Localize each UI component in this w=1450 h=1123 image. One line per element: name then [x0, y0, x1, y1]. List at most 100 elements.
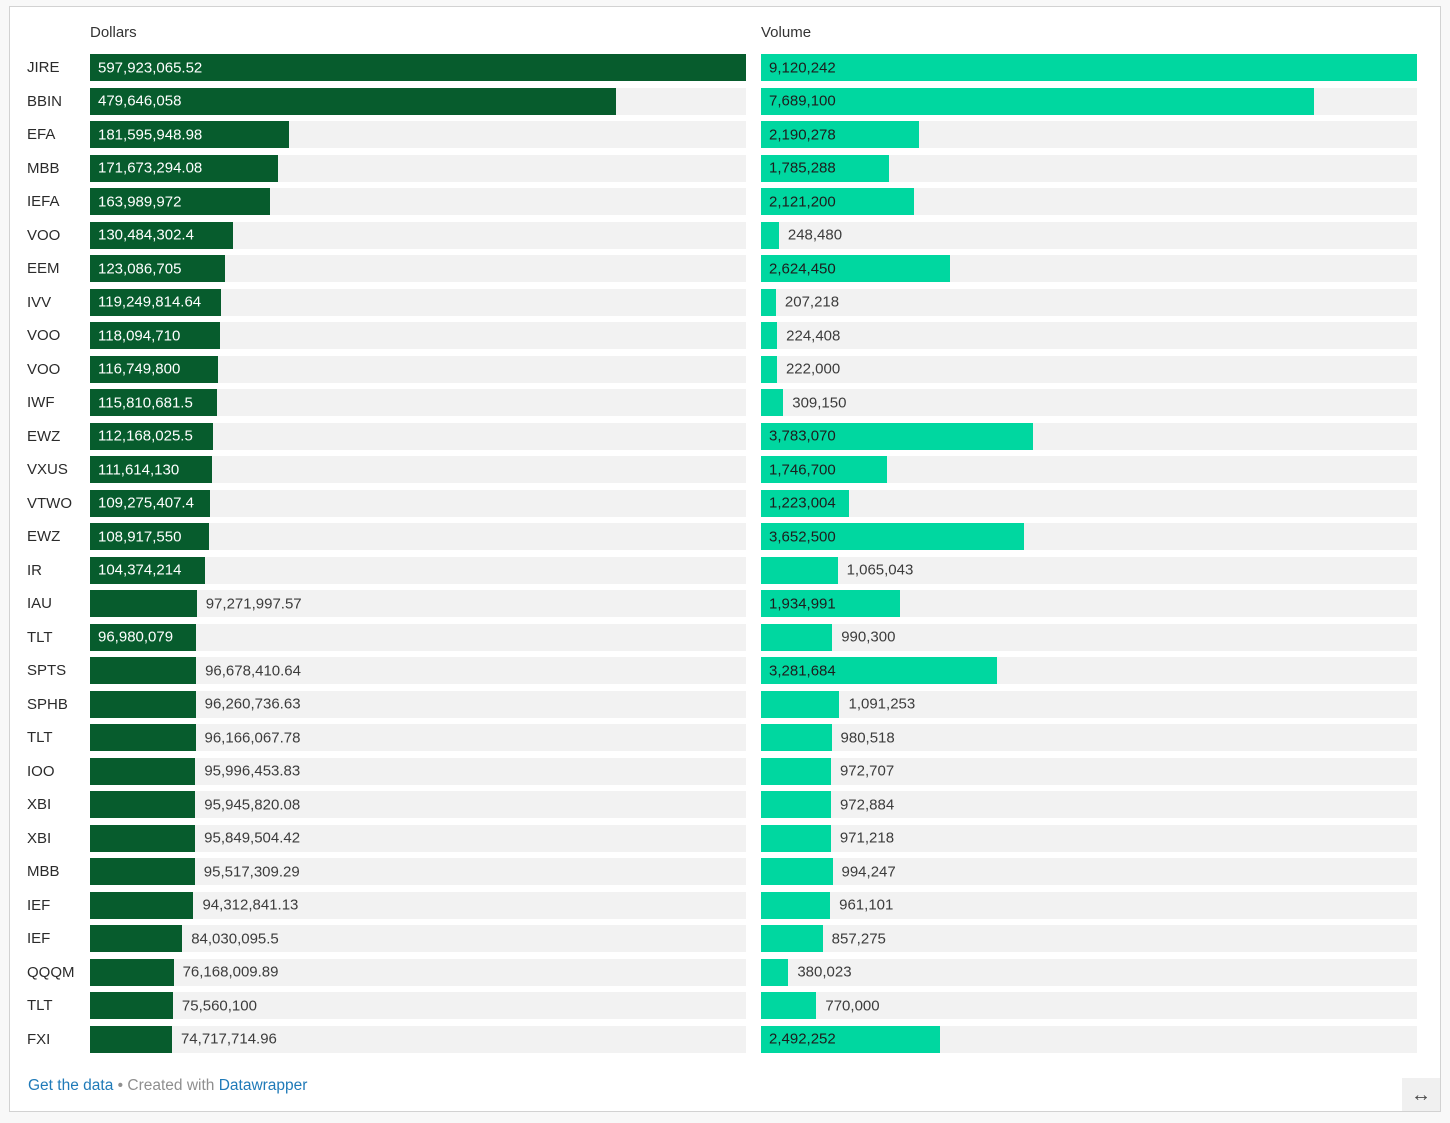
volume-value-label: 971,218	[839, 829, 895, 847]
dollars-bar	[90, 623, 197, 651]
volume-bar	[761, 489, 849, 517]
dollars-bar-track: 95,849,504.42	[90, 824, 746, 852]
volume-value-label: 1,934,991	[769, 595, 836, 613]
chart-row: VOO 130,484,302.4 248,480	[10, 219, 1440, 253]
dollars-value-label: 96,678,410.64	[205, 662, 301, 680]
dollars-bar	[90, 1025, 172, 1053]
dollars-bar-track: 76,168,009.89	[90, 958, 746, 986]
volume-bar	[761, 992, 817, 1020]
volume-value-label: 770,000	[825, 997, 880, 1015]
dollars-bar-track: 111,614,130	[90, 456, 746, 484]
volume-bar-track: 2,121,200	[761, 188, 1417, 216]
chart-row: EWZ 112,168,025.5 3,783,070	[10, 420, 1440, 454]
dollars-value-label: 119,249,814.64	[98, 293, 202, 311]
volume-bar	[761, 623, 833, 651]
chart-row: IEF 84,030,095.5 857,275	[10, 922, 1440, 956]
ticker-label: VOO	[27, 327, 61, 345]
chart-row: TLT 96,980,079 990,300	[10, 621, 1440, 655]
volume-bar	[761, 556, 838, 584]
dollars-bar-track: 119,249,814.64	[90, 288, 746, 316]
get-the-data-link[interactable]: Get the data	[28, 1077, 114, 1094]
chart-row: IR 104,374,214 1,065,043	[10, 554, 1440, 588]
volume-value-label: 380,023	[797, 963, 852, 981]
chart-row: IOO 95,996,453.83 972,707	[10, 755, 1440, 789]
volume-bar-track: 1,934,991	[761, 590, 1417, 618]
resize-horizontal-icon: ↔	[1411, 1083, 1431, 1106]
volume-bar-track: 248,480	[761, 221, 1417, 249]
volume-value-label: 222,000	[785, 360, 841, 378]
volume-value-label: 207,218	[784, 293, 840, 311]
chart-row: TLT 75,560,100 770,000	[10, 989, 1440, 1023]
dollars-bar-track: 123,086,705	[90, 255, 746, 283]
volume-bar-track: 380,023	[761, 958, 1417, 986]
dollars-bar	[90, 355, 219, 383]
dollars-bar	[90, 556, 205, 584]
dollars-bar-track: 181,595,948.98	[90, 121, 746, 149]
ticker-label: VOO	[27, 360, 61, 378]
chart-row: SPTS 96,678,410.64 3,281,684	[10, 654, 1440, 688]
ticker-label: IEFA	[27, 193, 60, 211]
volume-value-label: 3,783,070	[769, 427, 836, 445]
volume-bar-track: 2,624,450	[761, 255, 1417, 283]
datawrapper-link[interactable]: Datawrapper	[218, 1077, 308, 1094]
volume-value-label: 980,518	[840, 729, 895, 747]
volume-value-label: 248,480	[787, 226, 843, 244]
dollars-value-label: 181,595,948.98	[98, 126, 203, 144]
chart-row: VOO 118,094,710 224,408	[10, 319, 1440, 353]
volume-bar-track: 770,000	[761, 992, 1417, 1020]
dollars-bar-track: 163,989,972	[90, 188, 746, 216]
volume-bar	[761, 824, 831, 852]
volume-bar	[761, 757, 831, 785]
dollars-bar	[90, 891, 194, 919]
volume-bar-track: 961,101	[761, 891, 1417, 919]
ticker-label: XBI	[27, 796, 52, 814]
dollars-bar-track: 109,275,407.4	[90, 489, 746, 517]
chart-row: IWF 115,810,681.5 309,150	[10, 386, 1440, 420]
volume-bar-track: 1,091,253	[761, 690, 1417, 718]
dollars-bar	[90, 255, 226, 283]
chart-card: Dollars Volume JIRE 597,923,065.52 9,120,2…	[9, 6, 1441, 1112]
dollars-bar	[90, 791, 196, 819]
volume-bar	[761, 456, 887, 484]
dollars-bar-track: 95,996,453.83	[90, 757, 746, 785]
ticker-label: TLT	[27, 997, 53, 1015]
column-header-volume: Volume	[761, 23, 812, 41]
dollars-bar-track: 96,260,736.63	[90, 690, 746, 718]
volume-value-label: 994,247	[841, 863, 896, 881]
dollars-bar	[90, 87, 617, 115]
dollars-bar-track: 479,646,058	[90, 87, 746, 115]
ticker-label: IEF	[27, 930, 51, 948]
volume-bar	[761, 154, 890, 182]
volume-bar-track: 1,746,700	[761, 456, 1417, 484]
ticker-label: BBIN	[27, 92, 63, 110]
dollars-value-label: 479,646,058	[98, 92, 182, 110]
dollars-bar-track: 94,312,841.13	[90, 891, 746, 919]
ticker-label: IR	[27, 561, 42, 579]
volume-value-label: 1,746,700	[769, 461, 836, 479]
dollars-bar	[90, 221, 234, 249]
dollars-value-label: 109,275,407.4	[98, 494, 194, 512]
volume-bar-track: 9,120,242	[761, 54, 1417, 82]
ticker-label: IWF	[27, 394, 55, 412]
dollars-value-label: 95,996,453.83	[204, 762, 301, 780]
chart-row: QQQM 76,168,009.89 380,023	[10, 956, 1440, 990]
resize-handle[interactable]: ↔	[1402, 1078, 1440, 1111]
dollars-value-label: 96,166,067.78	[204, 729, 301, 747]
dollars-bar-track: 104,374,214	[90, 556, 746, 584]
dollars-bar	[90, 858, 195, 886]
volume-bar	[761, 188, 914, 216]
dollars-bar-track: 116,749,800	[90, 355, 746, 383]
ticker-label: XBI	[27, 829, 52, 847]
dollars-bar	[90, 389, 218, 417]
dollars-bar	[90, 958, 174, 986]
chart-row: IEF 94,312,841.13 961,101	[10, 889, 1440, 923]
column-header-row: Dollars Volume	[10, 7, 1440, 51]
dollars-bar	[90, 288, 221, 316]
volume-bar-track: 3,652,500	[761, 523, 1417, 551]
chart-row: XBI 95,945,820.08 972,884	[10, 788, 1440, 822]
volume-value-label: 3,652,500	[769, 528, 836, 546]
chart-row: MBB 171,673,294.08 1,785,288	[10, 152, 1440, 186]
dollars-value-label: 76,168,009.89	[182, 963, 279, 981]
ticker-label: SPTS	[27, 662, 67, 680]
volume-bar-track: 1,223,004	[761, 489, 1417, 517]
